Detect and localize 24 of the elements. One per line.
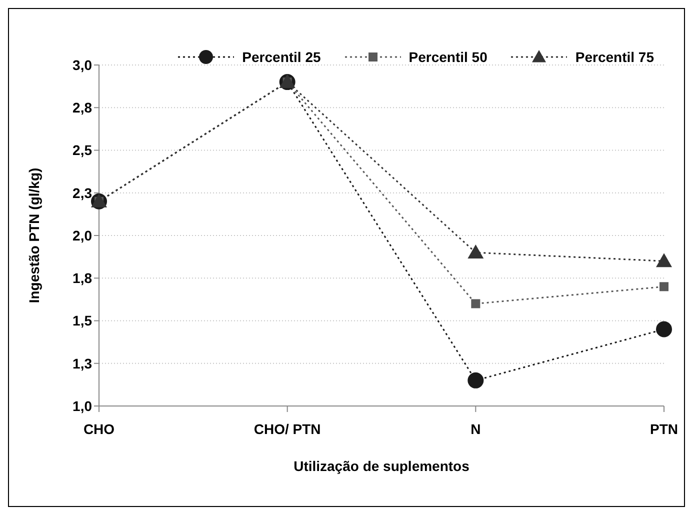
y-tick-label: 2,8	[72, 100, 92, 116]
y-tick-label: 1,5	[72, 312, 92, 329]
y-axis-title: Ingestão PTN (gl/kg)	[26, 168, 42, 304]
legend-label: Percentil 50	[408, 49, 488, 65]
legend-label: Percentil 75	[575, 49, 654, 65]
x-tick-label: N	[470, 420, 481, 437]
x-tick-label: PTN	[650, 420, 678, 437]
y-tick-label: 3,0	[72, 56, 92, 73]
y-tick-label: 2,3	[72, 184, 92, 201]
point	[468, 244, 484, 259]
y-tick-label: 1,3	[72, 355, 92, 372]
point	[660, 282, 668, 292]
point	[471, 299, 480, 308]
y-tick-label: 2,5	[72, 142, 92, 158]
point	[656, 321, 672, 338]
point	[656, 253, 672, 268]
point	[468, 372, 484, 388]
legend-label: Percentil 25	[242, 49, 321, 65]
x-tick-label: CHO/ PTN	[254, 420, 321, 437]
x-tick-label: CHO	[83, 420, 115, 437]
x-axis-title: Utilização de suplementos	[294, 458, 470, 474]
y-tick-label: 1,8	[72, 270, 92, 286]
y-tick-label: 2,0	[72, 227, 92, 244]
y-tick-label: 1,0	[72, 398, 92, 414]
